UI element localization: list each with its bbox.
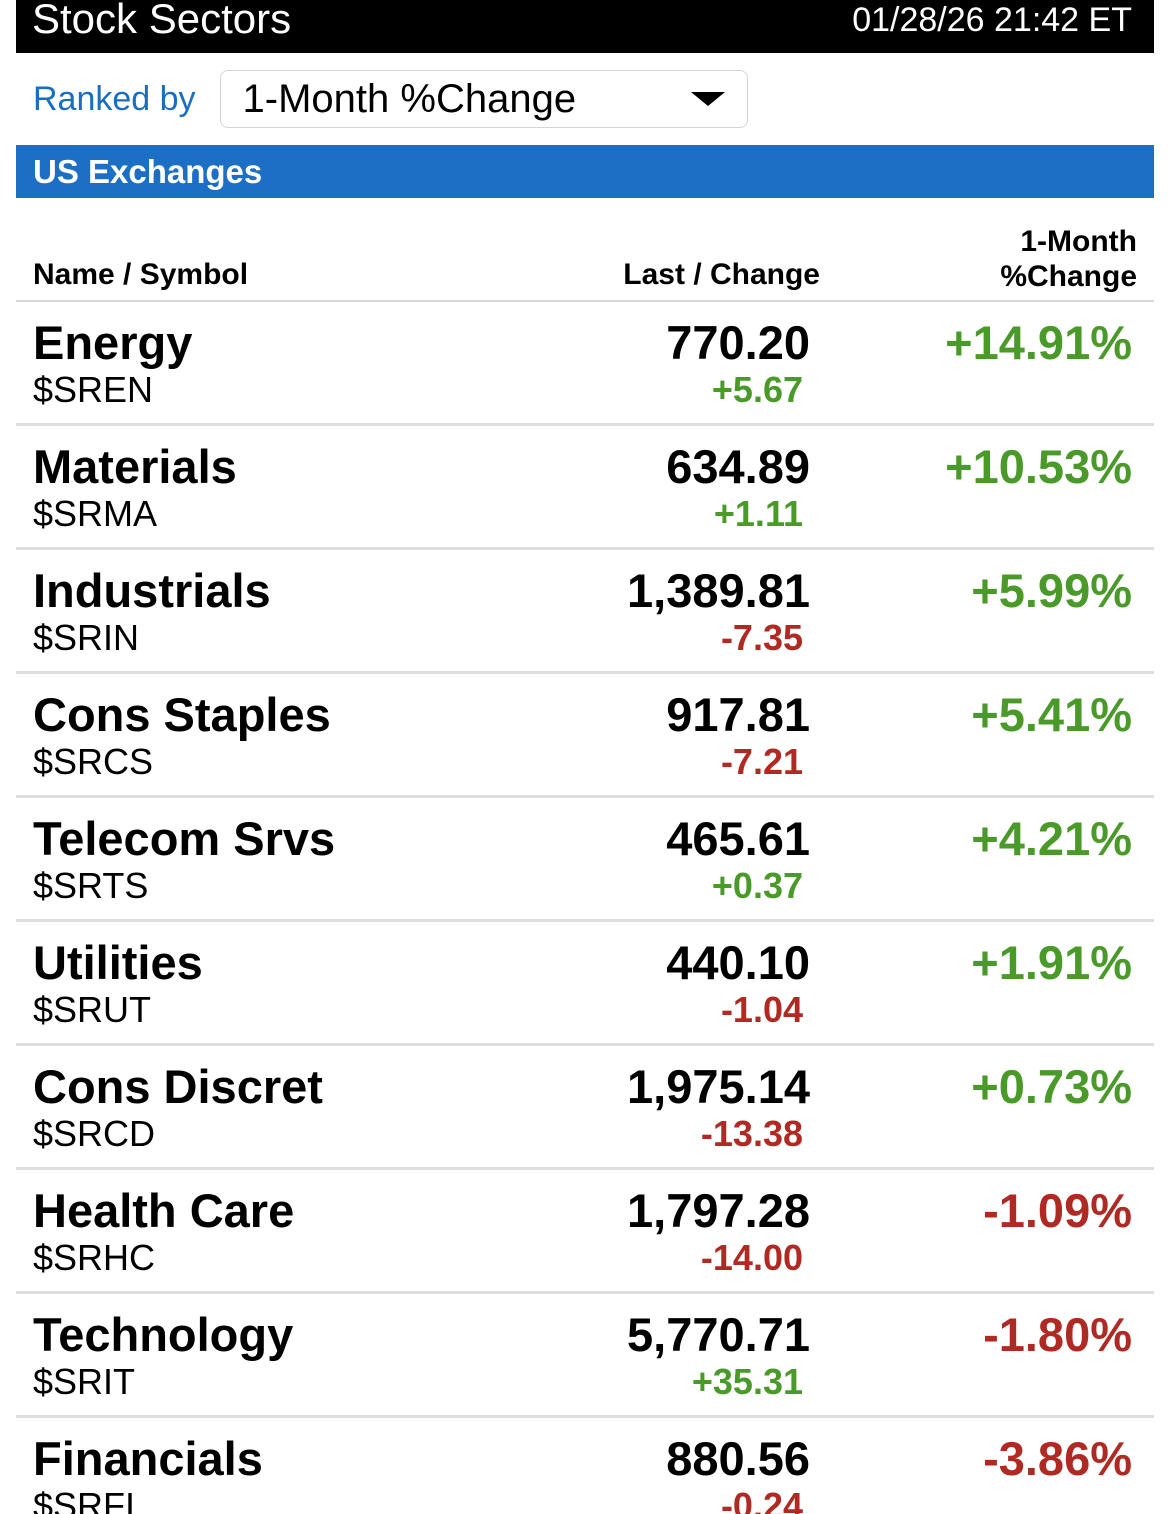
section-title: US Exchanges	[33, 152, 263, 190]
table-row[interactable]: Cons Staples $SRCS 917.81 -7.21 +5.41%	[16, 674, 1154, 798]
sector-symbol: $SRMA	[33, 493, 158, 534]
column-header-last: Last / Change	[623, 258, 820, 291]
column-header-pct: 1-Month %Change	[917, 224, 1137, 294]
last-price: 917.81	[666, 688, 810, 741]
price-change: -1.04	[720, 989, 803, 1030]
price-change: -13.38	[700, 1113, 803, 1154]
sector-list: Energy $SREN 770.20 +5.67 +14.91% Materials $S…	[16, 302, 1154, 1514]
one-month-pct-change: +14.91%	[945, 316, 1132, 369]
last-price: 465.61	[666, 812, 810, 865]
last-price: 5,770.71	[627, 1308, 810, 1361]
sector-name[interactable]: Utilities	[33, 936, 203, 989]
sector-symbol: $SRFI	[33, 1485, 136, 1514]
rank-dropdown-value: 1-Month %Change	[242, 76, 577, 121]
sector-symbol: $SRIT	[33, 1361, 136, 1402]
section-header: US Exchanges	[16, 145, 1154, 198]
sector-symbol: $SRTS	[33, 865, 149, 906]
one-month-pct-change: +5.41%	[971, 688, 1132, 741]
last-price: 1,797.28	[627, 1184, 810, 1237]
sector-name[interactable]: Telecom Srvs	[33, 812, 336, 865]
last-price: 770.20	[666, 316, 810, 369]
table-row[interactable]: Materials $SRMA 634.89 +1.11 +10.53%	[16, 426, 1154, 550]
one-month-pct-change: +10.53%	[945, 440, 1132, 493]
column-header-name: Name / Symbol	[33, 258, 249, 291]
table-row[interactable]: Telecom Srvs $SRTS 465.61 +0.37 +4.21%	[16, 798, 1154, 922]
last-price: 440.10	[666, 936, 810, 989]
sector-name[interactable]: Cons Staples	[33, 688, 331, 741]
stock-sectors-screen: Stock Sectors 01/28/26 21:42 ET Ranked b…	[16, 0, 1154, 1514]
price-change: -7.35	[720, 617, 803, 658]
sector-name[interactable]: Energy	[33, 316, 193, 369]
rank-row: Ranked by 1-Month %Change	[16, 53, 1154, 145]
price-change: +0.37	[711, 865, 803, 906]
ranked-by-label: Ranked by	[33, 79, 196, 118]
table-row[interactable]: Financials $SRFI 880.56 -0.24 -3.86%	[16, 1418, 1154, 1514]
price-change: -14.00	[700, 1237, 803, 1278]
one-month-pct-change: +0.73%	[971, 1060, 1132, 1113]
sector-symbol: $SRHC	[33, 1237, 156, 1278]
one-month-pct-change: +1.91%	[971, 936, 1132, 989]
sector-name[interactable]: Technology	[33, 1308, 294, 1361]
column-header-row: Name / Symbol Last / Change 1-Month %Cha…	[16, 198, 1154, 302]
price-change: +5.67	[711, 369, 803, 410]
last-price: 634.89	[666, 440, 810, 493]
sector-name[interactable]: Cons Discret	[33, 1060, 323, 1113]
table-row[interactable]: Energy $SREN 770.20 +5.67 +14.91%	[16, 302, 1154, 426]
page-title: Stock Sectors	[32, 0, 292, 42]
sector-name[interactable]: Health Care	[33, 1184, 295, 1237]
sector-name[interactable]: Industrials	[33, 564, 271, 617]
sector-name[interactable]: Materials	[33, 440, 237, 493]
title-bar: Stock Sectors 01/28/26 21:42 ET	[16, 0, 1154, 53]
table-row[interactable]: Cons Discret $SRCD 1,975.14 -13.38 +0.73%	[16, 1046, 1154, 1170]
table-row[interactable]: Industrials $SRIN 1,389.81 -7.35 +5.99%	[16, 550, 1154, 674]
sector-symbol: $SRIN	[33, 617, 140, 658]
last-price: 880.56	[666, 1432, 810, 1485]
price-change: +35.31	[691, 1361, 803, 1402]
rank-dropdown[interactable]: 1-Month %Change	[219, 70, 748, 128]
sector-symbol: $SREN	[33, 369, 154, 410]
sector-name[interactable]: Financials	[33, 1432, 263, 1485]
price-change: +1.11	[713, 493, 803, 534]
one-month-pct-change: +4.21%	[971, 812, 1132, 865]
table-row[interactable]: Technology $SRIT 5,770.71 +35.31 -1.80%	[16, 1294, 1154, 1418]
one-month-pct-change: -1.09%	[983, 1184, 1132, 1237]
timestamp: 01/28/26 21:42 ET	[852, 1, 1132, 39]
price-change: -0.24	[720, 1485, 803, 1514]
sector-symbol: $SRCS	[33, 741, 154, 782]
last-price: 1,389.81	[627, 564, 810, 617]
one-month-pct-change: -1.80%	[983, 1308, 1132, 1361]
column-header-pct-line2: %Change	[1000, 260, 1137, 293]
sector-symbol: $SRUT	[33, 989, 152, 1030]
column-header-pct-line1: 1-Month	[1020, 225, 1137, 258]
last-price: 1,975.14	[627, 1060, 810, 1113]
sector-symbol: $SRCD	[33, 1113, 156, 1154]
table-row[interactable]: Utilities $SRUT 440.10 -1.04 +1.91%	[16, 922, 1154, 1046]
price-change: -7.21	[720, 741, 803, 782]
chevron-down-icon	[690, 92, 725, 106]
one-month-pct-change: +5.99%	[971, 564, 1132, 617]
one-month-pct-change: -3.86%	[983, 1432, 1132, 1485]
table-row[interactable]: Health Care $SRHC 1,797.28 -14.00 -1.09%	[16, 1170, 1154, 1294]
